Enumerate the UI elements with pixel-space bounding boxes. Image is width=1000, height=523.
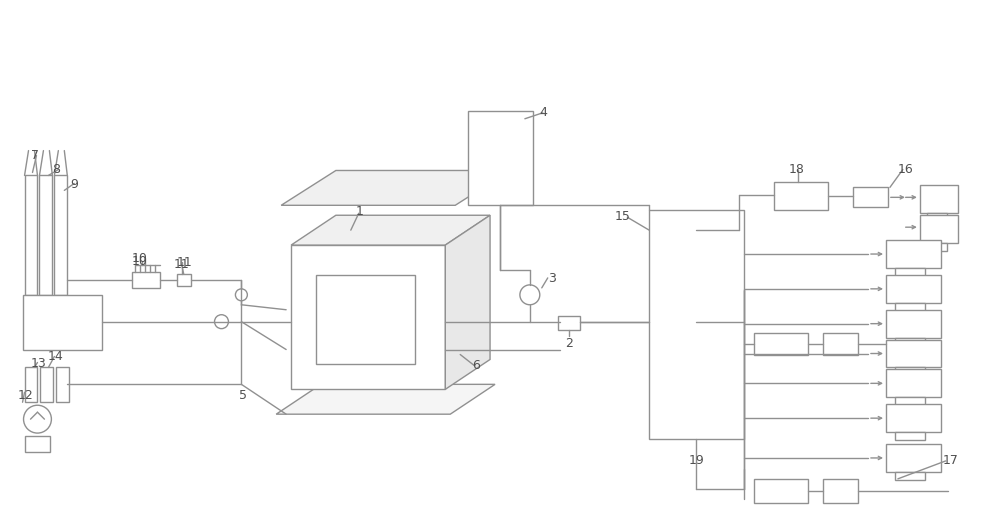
Bar (754, 333, 808, 355)
Bar (177, 274, 191, 286)
Bar (886, 404, 941, 432)
Bar (853, 187, 888, 207)
Text: 5: 5 (239, 389, 247, 402)
Text: 18: 18 (788, 163, 804, 176)
Polygon shape (276, 384, 495, 414)
Text: 10: 10 (132, 252, 148, 265)
Bar (895, 472, 925, 480)
Bar (774, 183, 828, 210)
Bar (39, 175, 52, 295)
Bar (54, 175, 67, 295)
Text: 13: 13 (31, 358, 46, 370)
Bar (920, 186, 958, 213)
Text: 19: 19 (689, 454, 705, 467)
Circle shape (24, 405, 51, 433)
Bar (886, 369, 941, 397)
Bar (895, 397, 925, 405)
Bar (886, 310, 941, 337)
Bar (886, 240, 941, 268)
Bar (920, 215, 958, 243)
Bar (886, 444, 941, 472)
Bar (895, 268, 925, 276)
Text: 4: 4 (540, 106, 548, 119)
Bar (895, 368, 925, 376)
Text: 6: 6 (472, 359, 480, 372)
Bar (25, 175, 37, 295)
Bar (40, 368, 53, 402)
Polygon shape (445, 215, 490, 389)
Circle shape (215, 315, 228, 328)
Text: 17: 17 (943, 454, 959, 467)
Bar (895, 303, 925, 311)
Bar (895, 432, 925, 440)
Text: 12: 12 (18, 389, 33, 402)
Polygon shape (281, 170, 510, 206)
Circle shape (235, 289, 247, 301)
Bar (291, 245, 445, 389)
Bar (132, 272, 160, 288)
Bar (927, 213, 947, 221)
Text: 8: 8 (52, 163, 60, 176)
Bar (23, 295, 102, 349)
Text: 10: 10 (132, 255, 148, 268)
Bar (468, 111, 533, 206)
Text: 11: 11 (177, 256, 192, 269)
Bar (823, 479, 858, 503)
Text: 2: 2 (565, 337, 573, 349)
Text: 11: 11 (174, 258, 189, 271)
Bar (649, 210, 744, 439)
Circle shape (520, 285, 540, 305)
Bar (886, 339, 941, 368)
Text: 9: 9 (70, 178, 78, 191)
Text: 7: 7 (31, 149, 39, 162)
Text: 1: 1 (356, 206, 364, 218)
Bar (558, 316, 580, 329)
Text: 15: 15 (614, 210, 630, 223)
Bar (754, 479, 808, 503)
Bar (927, 243, 947, 251)
Bar (25, 436, 50, 452)
Bar (823, 333, 858, 355)
Polygon shape (291, 215, 490, 245)
Text: 3: 3 (548, 272, 556, 285)
Text: 16: 16 (898, 163, 914, 176)
Text: 14: 14 (47, 349, 63, 362)
Bar (886, 275, 941, 303)
Bar (316, 275, 415, 365)
Bar (895, 337, 925, 346)
Bar (25, 368, 37, 402)
Bar (56, 368, 69, 402)
